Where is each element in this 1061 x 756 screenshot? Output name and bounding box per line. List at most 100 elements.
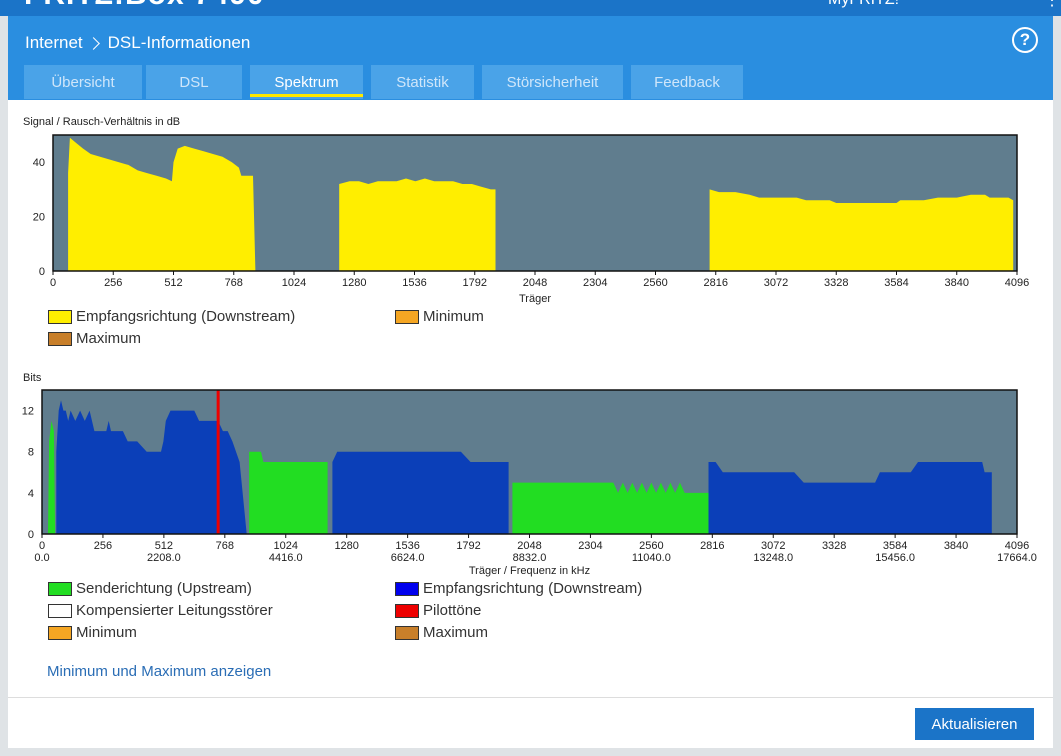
refresh-button[interactable]: Aktualisieren [915, 708, 1034, 740]
series-area [708, 462, 992, 534]
legend-label: Kompensierter Leitungsstörer [76, 602, 273, 619]
y-axis-label: Bits [23, 372, 42, 384]
chevron-right-icon [86, 36, 100, 50]
x-tick-label: 1792 [463, 277, 487, 289]
series-area [68, 137, 256, 271]
x-axis-label: Träger / Frequenz in kHz [469, 565, 590, 577]
legend-bits-downstream: Empfangsrichtung (Downstream) [395, 580, 642, 597]
freq-tick-label: 8832.0 [513, 552, 547, 564]
y-tick-label: 40 [33, 157, 45, 169]
panel-header: Internet DSL-Informationen ? Übersicht D… [8, 16, 1053, 100]
snr-chart: 0 20 40 0 256 512 768 1024 1280 1536 1792 2048 2304 2… [23, 116, 1029, 305]
series-area [48, 420, 56, 534]
footer-divider [8, 697, 1053, 698]
freq-tick-label: 17664.0 [997, 552, 1037, 564]
x-tick-label: 3072 [764, 277, 788, 289]
tab-spektrum[interactable]: Spektrum [250, 65, 363, 99]
top-bar: FRITZ!Box 7490 MyFRITZ! ⋮ [0, 0, 1061, 16]
legend-bits-maximum: Maximum [395, 624, 488, 641]
x-tick-label: 1024 [274, 540, 298, 552]
x-tick-label: 2304 [578, 540, 602, 552]
bits-chart: 0 4 8 12 0 256 512 768 1024 1280 1536 1792 2048 2304 2… [22, 372, 1037, 577]
y-tick-label: 0 [28, 529, 34, 541]
x-tick-label: 2048 [517, 540, 541, 552]
x-tick-label: 1536 [395, 540, 419, 552]
x-tick-label: 1280 [334, 540, 358, 552]
legend-swatch [395, 581, 419, 596]
x-tick-label: 256 [104, 277, 122, 289]
x-tick-label: 1792 [456, 540, 480, 552]
x-tick-label: 1280 [342, 277, 366, 289]
x-tick-label: 2816 [704, 277, 728, 289]
x-tick-label: 768 [225, 277, 243, 289]
series-area [709, 189, 1014, 271]
freq-tick-label: 0.0 [34, 552, 49, 564]
y-tick-label: 12 [22, 406, 34, 418]
legend-snr-downstream: Empfangsrichtung (Downstream) [48, 308, 295, 325]
x-tick-label: 2048 [523, 277, 547, 289]
freq-tick-label: 6624.0 [391, 552, 425, 564]
y-tick-label: 8 [28, 447, 34, 459]
x-tick-label: 2560 [643, 277, 667, 289]
x-tick-label: 3584 [884, 277, 908, 289]
y-axis-label: Signal / Rausch-Verhältnis in dB [23, 116, 180, 128]
legend-swatch [48, 625, 72, 640]
legend-label: Empfangsrichtung (Downstream) [423, 580, 643, 597]
tab-feedback[interactable]: Feedback [631, 65, 743, 99]
legend-label: Pilottöne [423, 602, 482, 619]
freq-tick-label: 11040.0 [632, 552, 671, 564]
x-tick-label: 3840 [945, 277, 969, 289]
tab-uebersicht[interactable]: Übersicht [24, 65, 142, 99]
x-tick-label: 3072 [761, 540, 785, 552]
x-axis-label: Träger [519, 293, 551, 305]
x-tick-label: 3840 [944, 540, 968, 552]
legend-label: Minimum [423, 308, 484, 325]
x-tick-label: 0 [50, 277, 56, 289]
breadcrumb-internet[interactable]: Internet [25, 33, 83, 52]
series-area [56, 400, 247, 534]
show-min-max-link[interactable]: Minimum und Maximum anzeigen [47, 663, 272, 680]
x-tick-label: 2816 [700, 540, 724, 552]
series-area [339, 178, 496, 271]
freq-tick-label: 2208.0 [147, 552, 181, 564]
x-tick-label: 3328 [822, 540, 846, 552]
x-tick-label: 768 [216, 540, 234, 552]
legend-swatch [395, 603, 419, 618]
series-area [332, 451, 509, 534]
x-tick-label: 512 [155, 540, 173, 552]
legend-swatch [48, 309, 72, 324]
legend-swatch [395, 309, 419, 324]
x-tick-label: 4096 [1005, 540, 1029, 552]
tab-dsl[interactable]: DSL [146, 65, 242, 99]
brand-title: FRITZ!Box 7490 [24, 0, 265, 12]
legend-bits-upstream: Senderichtung (Upstream) [48, 580, 252, 597]
legend-label: Maximum [76, 330, 142, 347]
myfritz-link[interactable]: MyFRITZ! [828, 0, 899, 9]
legend-swatch [48, 603, 72, 618]
x-tick-label: 256 [94, 540, 112, 552]
series-area [249, 451, 328, 534]
help-icon[interactable]: ? [1012, 27, 1038, 53]
x-tick-label: 3584 [883, 540, 907, 552]
more-menu-icon[interactable]: ⋮ [1044, 0, 1060, 9]
legend-label: Empfangsrichtung (Downstream) [76, 308, 296, 325]
tab-stoersicherheit[interactable]: Störsicherheit [482, 65, 623, 99]
content-panel: 0 20 40 0 256 512 768 1024 1280 1536 1792 2048 2304 2… [8, 100, 1053, 748]
x-tick-label: 512 [164, 277, 182, 289]
x-tick-label: 1024 [282, 277, 306, 289]
legend-bits-minimum: Minimum [48, 624, 137, 641]
x-tick-label: 3328 [824, 277, 848, 289]
legend-bits-pilot: Pilottöne [395, 602, 481, 619]
freq-tick-label: 13248.0 [753, 552, 793, 564]
x-tick-label: 2560 [639, 540, 663, 552]
legend-label: Senderichtung (Upstream) [76, 580, 252, 597]
x-tick-label: 2304 [583, 277, 607, 289]
y-tick-label: 20 [33, 212, 45, 224]
tab-statistik[interactable]: Statistik [371, 65, 474, 99]
x-tick-label: 1536 [402, 277, 426, 289]
legend-swatch [48, 331, 72, 346]
legend-swatch [48, 581, 72, 596]
x-tick-label: 0 [39, 540, 45, 552]
legend-label: Minimum [76, 624, 137, 641]
y-tick-label: 0 [39, 266, 45, 278]
